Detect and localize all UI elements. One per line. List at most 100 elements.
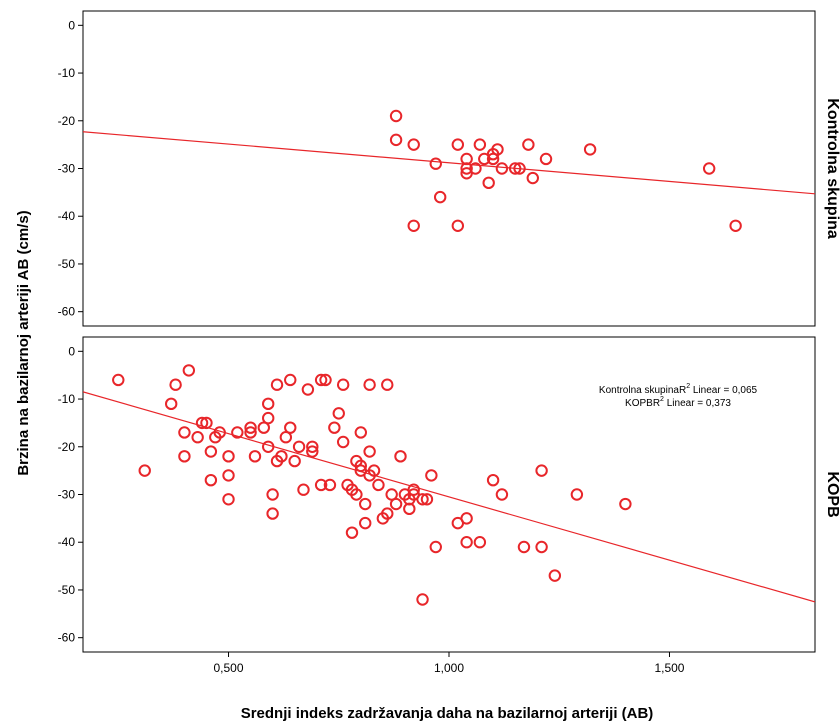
x-tick-label: 0,500: [214, 661, 244, 675]
data-point: [306, 445, 319, 458]
data-point: [469, 162, 482, 175]
data-point: [420, 493, 434, 506]
data-point: [354, 459, 368, 473]
data-point: [394, 450, 407, 463]
data-point: [482, 176, 495, 190]
panel-label-1: KOPB: [824, 471, 840, 517]
data-point: [248, 450, 262, 463]
data-point: [535, 540, 548, 554]
data-point: [702, 162, 716, 175]
x-tick-label: 1,000: [434, 661, 464, 675]
data-point: [403, 502, 416, 516]
y-tick-label: -60: [58, 305, 76, 319]
annotation-line-1-sup: 2: [686, 383, 690, 390]
y-tick-label: 0: [68, 344, 75, 358]
panel-frame-1: [82, 336, 816, 653]
data-point: [451, 138, 465, 151]
data-point: [451, 219, 465, 232]
data-point: [200, 416, 213, 430]
data-point: [416, 593, 429, 606]
data-point: [372, 478, 385, 492]
data-point: [460, 536, 473, 549]
data-point: [583, 143, 597, 156]
data-point: [319, 373, 332, 387]
data-point: [548, 569, 562, 582]
data-point: [367, 464, 381, 477]
y-tick-label: -20: [58, 114, 76, 128]
y-tick-label: -20: [58, 440, 76, 454]
data-point: [284, 373, 297, 387]
data-point: [526, 171, 539, 185]
data-point: [389, 497, 403, 511]
data-point: [222, 493, 235, 506]
data-point: [407, 138, 420, 151]
data-point: [288, 454, 301, 468]
data-point: [473, 138, 487, 151]
data-point: [262, 440, 275, 453]
data-point: [389, 133, 403, 147]
data-point: [314, 373, 328, 387]
data-point: [429, 157, 442, 170]
data-point: [522, 138, 535, 151]
y-tick-label: -50: [58, 583, 76, 597]
data-point: [460, 162, 473, 175]
y-tick-label: -40: [58, 209, 76, 223]
annotation-line-1: Kontrolna skupinaR2 Linear = 0,065: [599, 383, 758, 396]
annotation-line-2-suffix: Linear = 0,373: [664, 398, 731, 409]
y-tick-label: -60: [58, 631, 76, 645]
data-point: [182, 364, 196, 377]
data-point: [292, 440, 306, 453]
r2-annotation: Kontrolna skupinaR2 Linear = 0,065 KOPBR…: [599, 383, 758, 409]
data-point: [275, 450, 288, 463]
data-point: [429, 540, 442, 554]
data-point: [270, 378, 284, 391]
data-point: [336, 435, 350, 449]
y-axis-title: Brzina na bazilarnoj arteriji AB (cm/s): [15, 210, 32, 475]
panel-label-0: Kontrolna skupina: [824, 98, 840, 239]
y-tick-label: -10: [58, 66, 76, 80]
data-point: [495, 162, 509, 175]
data-point: [619, 497, 632, 511]
data-point: [363, 445, 376, 458]
data-point: [323, 478, 337, 492]
data-point: [297, 483, 310, 496]
data-point: [433, 190, 447, 204]
x-tick-label: 1,500: [654, 661, 684, 675]
data-point: [284, 421, 297, 434]
data-point: [138, 464, 151, 477]
data-point: [191, 431, 204, 444]
data-point: [460, 512, 473, 525]
data-point: [195, 416, 209, 430]
data-point: [486, 473, 500, 487]
data-point: [178, 426, 191, 439]
x-axis-title: Srednji indeks zadržavanja daha na bazil…: [241, 705, 654, 722]
data-point: [222, 469, 235, 482]
data-point: [332, 407, 345, 420]
data-point: [244, 426, 257, 439]
data-point: [222, 450, 235, 463]
data-point: [164, 397, 178, 411]
data-point: [204, 473, 218, 487]
data-point: [491, 143, 504, 156]
y-tick-label: -30: [58, 162, 76, 176]
data-point: [517, 540, 531, 554]
annotation-line-1-suffix: Linear = 0,065: [690, 385, 757, 396]
panels-layer: 0 -10 -20 -30 -40 -50 -60 Kontrolna skupina 0 -10…: [58, 10, 840, 675]
data-point: [169, 378, 182, 391]
data-point: [535, 464, 548, 477]
data-point: [425, 469, 438, 482]
data-point: [407, 483, 420, 496]
annotation-line-1-prefix: Kontrolna skupinaR: [599, 385, 686, 396]
data-point: [314, 478, 328, 492]
data-point: [389, 109, 403, 123]
data-point: [301, 383, 315, 396]
data-point: [729, 219, 742, 232]
panel-frame-0: [82, 10, 816, 327]
data-point: [473, 536, 487, 549]
y-tick-label: 0: [68, 18, 75, 32]
data-point: [359, 497, 372, 511]
data-point: [508, 162, 522, 175]
y-tick-label: -10: [58, 392, 76, 406]
data-point: [350, 488, 363, 501]
